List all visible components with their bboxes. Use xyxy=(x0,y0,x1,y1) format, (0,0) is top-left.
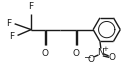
Text: O: O xyxy=(88,55,95,64)
Text: −: − xyxy=(83,52,91,61)
Text: O: O xyxy=(108,53,115,62)
Text: F: F xyxy=(29,2,34,11)
Text: O: O xyxy=(41,49,48,58)
Text: O: O xyxy=(72,49,79,58)
Text: F: F xyxy=(6,19,11,28)
Text: F: F xyxy=(10,32,15,41)
Text: N: N xyxy=(98,48,104,56)
Text: +: + xyxy=(102,46,108,52)
